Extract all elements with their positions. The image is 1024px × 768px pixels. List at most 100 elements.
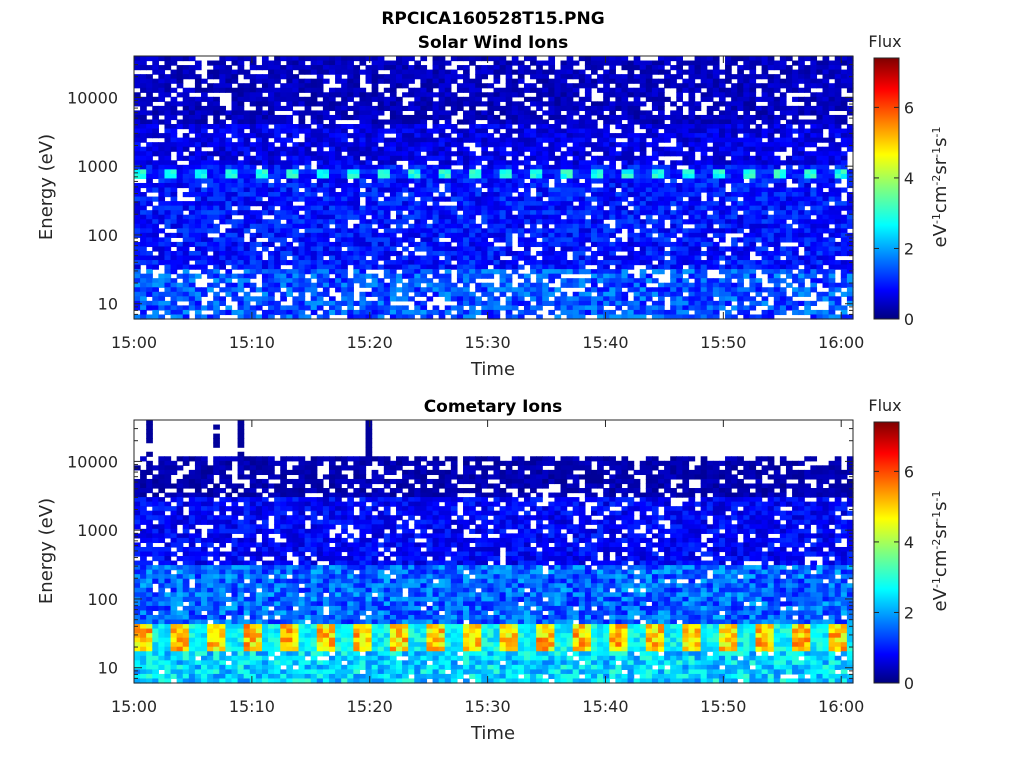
heatmap-cell	[615, 151, 623, 157]
heatmap-cell	[725, 137, 732, 143]
heatmap-cell	[548, 214, 556, 220]
heatmap-cell	[536, 187, 543, 193]
heatmap-cell	[609, 65, 616, 71]
heatmap-cell	[597, 155, 604, 161]
heatmap-cell	[249, 287, 257, 293]
heatmap-cell	[280, 146, 287, 152]
heatmap-cell	[688, 101, 696, 107]
heatmap-cell	[341, 264, 348, 270]
heatmap-cell	[633, 309, 641, 316]
heatmap-cell	[487, 178, 495, 184]
heatmap-cell	[414, 160, 421, 166]
heatmap-cell	[158, 155, 166, 161]
heatmap-cell	[700, 309, 708, 316]
heatmap-cell	[597, 201, 604, 207]
heatmap-cell	[590, 155, 598, 161]
heatmap-cell	[670, 309, 677, 316]
heatmap-cell	[225, 291, 233, 297]
heatmap-cell	[664, 232, 671, 238]
heatmap-cell	[255, 305, 263, 311]
heatmap-cell	[456, 232, 464, 238]
heatmap-cell	[590, 146, 598, 152]
heatmap-cell	[609, 273, 616, 279]
heatmap-cell	[438, 114, 446, 121]
heatmap-cell	[213, 309, 220, 316]
heatmap-cell	[365, 309, 373, 316]
heatmap-cell	[597, 105, 604, 112]
heatmap-cell	[207, 124, 214, 130]
heatmap-cell	[584, 178, 592, 184]
heatmap-cell	[365, 92, 373, 98]
heatmap-cell	[700, 142, 708, 148]
heatmap-cell	[682, 219, 690, 225]
heatmap-cell	[584, 119, 592, 125]
heatmap-cell	[755, 96, 763, 102]
heatmap-cell	[627, 300, 635, 306]
heatmap-cell	[731, 260, 738, 266]
heatmap-cell	[328, 210, 336, 216]
heatmap-cell	[603, 137, 610, 143]
heatmap-cell	[426, 210, 434, 216]
heatmap-cell	[237, 142, 245, 148]
heatmap-cell	[505, 278, 513, 284]
heatmap-cell	[316, 146, 324, 152]
heatmap-cell	[268, 78, 275, 84]
heatmap-cell	[639, 309, 647, 316]
heatmap-cell	[627, 241, 635, 248]
heatmap-cell	[316, 114, 324, 121]
heatmap-cell	[731, 74, 738, 80]
heatmap-cell	[377, 101, 385, 107]
heatmap-cell	[530, 133, 537, 139]
heatmap-cell	[688, 287, 696, 293]
heatmap-cell	[268, 146, 275, 152]
heatmap-cell	[688, 74, 696, 80]
heatmap-cell	[584, 133, 592, 139]
heatmap-cell	[207, 105, 214, 112]
heatmap-cell	[152, 196, 159, 202]
heatmap-cell	[280, 173, 287, 180]
heatmap-cell	[298, 278, 306, 284]
heatmap-cell	[749, 114, 757, 121]
heatmap-cell	[560, 246, 568, 252]
heatmap-cell	[450, 282, 458, 288]
heatmap-cell	[402, 137, 409, 143]
heatmap-cell	[194, 300, 202, 306]
heatmap-cell	[365, 173, 373, 180]
heatmap-cell	[511, 56, 519, 62]
heatmap-cell	[255, 96, 263, 102]
heatmap-cell	[542, 133, 549, 139]
heatmap-cell	[725, 273, 732, 279]
heatmap-cell	[475, 273, 482, 279]
heatmap-cell	[584, 296, 592, 302]
heatmap-cell	[444, 164, 452, 170]
heatmap-cell	[438, 128, 446, 134]
heatmap-cell	[530, 210, 537, 216]
heatmap-cell	[456, 169, 464, 175]
heatmap-cell	[225, 214, 233, 220]
heatmap-cell	[207, 210, 214, 216]
heatmap-cell	[426, 205, 434, 211]
heatmap-cell	[316, 56, 324, 62]
heatmap-cell	[615, 205, 623, 211]
heatmap-cell	[505, 178, 513, 184]
heatmap-cell	[164, 210, 172, 216]
heatmap-cell	[597, 232, 604, 238]
heatmap-cell	[408, 169, 415, 175]
heatmap-cell	[670, 124, 677, 130]
heatmap-cell	[426, 214, 434, 220]
heatmap-cell	[286, 278, 294, 284]
heatmap-cell	[517, 214, 525, 220]
heatmap-cell	[737, 300, 744, 306]
heatmap-cell	[639, 182, 647, 189]
heatmap-cell	[700, 300, 708, 306]
heatmap-cell	[694, 56, 702, 62]
heatmap-cell	[310, 78, 318, 84]
heatmap-cell	[225, 178, 233, 184]
heatmap-cell	[627, 309, 635, 316]
heatmap-cell	[493, 287, 501, 293]
heatmap-cell	[261, 273, 269, 279]
heatmap-cell	[170, 164, 178, 170]
heatmap-cell	[402, 196, 409, 202]
heatmap-cell	[231, 260, 239, 266]
heatmap-cell	[615, 196, 623, 202]
